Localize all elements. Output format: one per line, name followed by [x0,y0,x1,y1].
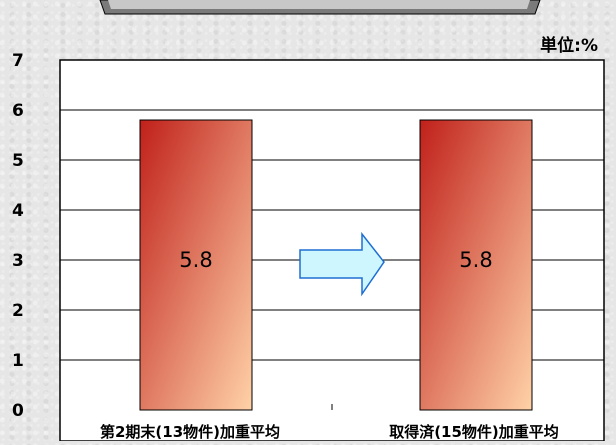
y-tick-label: 5 [12,151,24,171]
y-tick-label: 2 [12,301,24,321]
bar-value-label: 5.8 [459,248,492,272]
right-arrow-icon [299,231,385,297]
y-tick-label: 1 [12,351,24,371]
bar [419,119,533,411]
x-tick-label: 取得済(15物件)加重平均 [389,423,559,441]
y-tick-label: 3 [12,251,24,271]
x-tick-label: 第2期末(13物件)加重平均 [100,423,280,441]
y-tick-label: 4 [12,201,24,221]
y-axis-ticks: 0 1 2 3 4 5 6 7 [12,51,24,421]
bar [139,119,253,411]
y-tick-label: 0 [12,401,24,421]
unit-label: 単位:% [540,35,598,56]
y-tick-label: 7 [12,51,24,71]
bars [139,119,533,411]
x-axis-labels: 第2期末(13物件)加重平均 取得済(15物件)加重平均 [100,423,559,441]
bar-value-labels: 5.8 5.8 [179,248,492,272]
top-banner [99,0,541,15]
bar-value-label: 5.8 [179,248,212,272]
y-tick-label: 6 [12,101,24,121]
